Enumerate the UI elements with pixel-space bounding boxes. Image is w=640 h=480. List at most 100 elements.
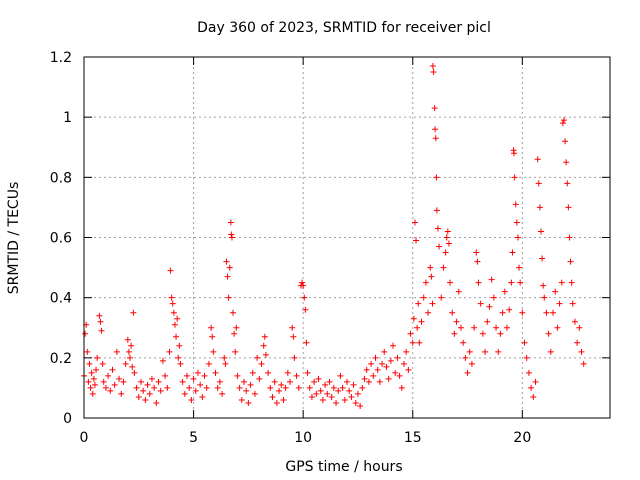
data-point: [379, 360, 386, 367]
data-point: [517, 279, 524, 286]
data-point: [273, 399, 280, 406]
data-point: [219, 390, 226, 397]
data-point: [201, 372, 208, 379]
data-point: [224, 273, 231, 280]
data-point: [303, 339, 310, 346]
data-point: [430, 69, 437, 76]
data-point: [228, 231, 235, 238]
data-point: [523, 354, 530, 361]
data-point: [319, 396, 326, 403]
data-point: [236, 384, 243, 391]
data-point: [413, 237, 420, 244]
data-point: [506, 306, 513, 313]
data-point: [442, 249, 449, 256]
data-point: [535, 180, 542, 187]
data-point: [291, 354, 298, 361]
x-tick-label: 0: [80, 430, 89, 446]
data-point: [509, 249, 516, 256]
data-point: [563, 159, 570, 166]
data-point: [576, 324, 583, 331]
data-point: [568, 279, 575, 286]
data-point: [438, 294, 445, 301]
data-point: [157, 387, 164, 394]
data-point: [208, 324, 215, 331]
data-point: [528, 384, 535, 391]
data-point: [556, 300, 563, 307]
data-point: [155, 378, 162, 385]
data-point: [365, 378, 372, 385]
data-point: [271, 378, 278, 385]
data-point: [186, 384, 193, 391]
data-point: [192, 387, 199, 394]
data-point: [238, 396, 245, 403]
data-point: [210, 348, 217, 355]
chart-title: Day 360 of 2023, SRMTID for receiver pic…: [197, 20, 491, 36]
data-point: [107, 387, 114, 394]
data-point: [317, 387, 324, 394]
data-point: [436, 243, 443, 250]
data-point: [109, 366, 116, 373]
data-point: [536, 204, 543, 211]
y-tick-label: 1: [63, 110, 72, 126]
data-point: [269, 393, 276, 400]
data-point: [129, 363, 136, 370]
data-point: [567, 258, 574, 265]
data-point: [140, 387, 147, 394]
data-point: [82, 330, 89, 337]
data-point: [429, 63, 436, 70]
data-point: [432, 126, 439, 133]
data-point: [197, 381, 204, 388]
data-point: [462, 354, 469, 361]
tick-labels: 0 0.2 0.4 0.6 0.8 1 1.2 0 5 10 15 20: [50, 50, 532, 446]
data-point: [457, 324, 464, 331]
data-point: [181, 390, 188, 397]
data-point: [234, 372, 241, 379]
data-point: [176, 342, 183, 349]
data-point: [282, 384, 289, 391]
data-point: [247, 381, 254, 388]
data-point: [223, 258, 230, 265]
data-point: [256, 375, 263, 382]
data-point: [120, 378, 127, 385]
data-point: [171, 321, 178, 328]
data-point: [530, 393, 537, 400]
data-point: [537, 228, 544, 235]
data-point: [543, 309, 550, 316]
data-point: [521, 339, 528, 346]
data-point: [425, 309, 432, 316]
data-point: [87, 384, 94, 391]
grid-lines: [84, 57, 610, 418]
data-point: [409, 339, 416, 346]
data-point: [566, 234, 573, 241]
data-point: [545, 330, 552, 337]
data-point: [135, 393, 142, 400]
data-point: [460, 339, 467, 346]
data-point: [341, 396, 348, 403]
data-point: [214, 384, 221, 391]
data-point: [99, 360, 106, 367]
data-point: [243, 387, 250, 394]
data-point: [580, 360, 587, 367]
data-point: [539, 255, 546, 262]
data-point: [216, 378, 223, 385]
data-point: [374, 366, 381, 373]
y-tick-label: 0: [63, 411, 72, 427]
data-point: [212, 369, 219, 376]
data-point: [299, 279, 306, 286]
data-point: [335, 387, 342, 394]
data-point: [326, 378, 333, 385]
data-point: [414, 324, 421, 331]
data-point: [560, 117, 567, 124]
data-point: [344, 378, 350, 385]
data-point: [302, 306, 309, 313]
data-point: [233, 324, 240, 331]
x-tick-label: 20: [513, 430, 531, 446]
data-point: [267, 384, 274, 391]
data-point: [265, 369, 272, 376]
data-point: [540, 282, 547, 289]
data-point: [190, 375, 197, 382]
data-point: [552, 288, 559, 295]
data-point: [221, 354, 228, 361]
data-point: [474, 258, 481, 265]
data-point: [249, 369, 256, 376]
